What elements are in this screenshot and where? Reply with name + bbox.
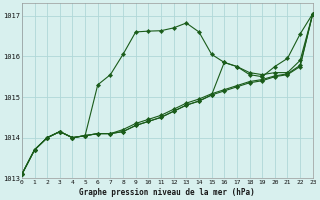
X-axis label: Graphe pression niveau de la mer (hPa): Graphe pression niveau de la mer (hPa) <box>79 188 255 197</box>
